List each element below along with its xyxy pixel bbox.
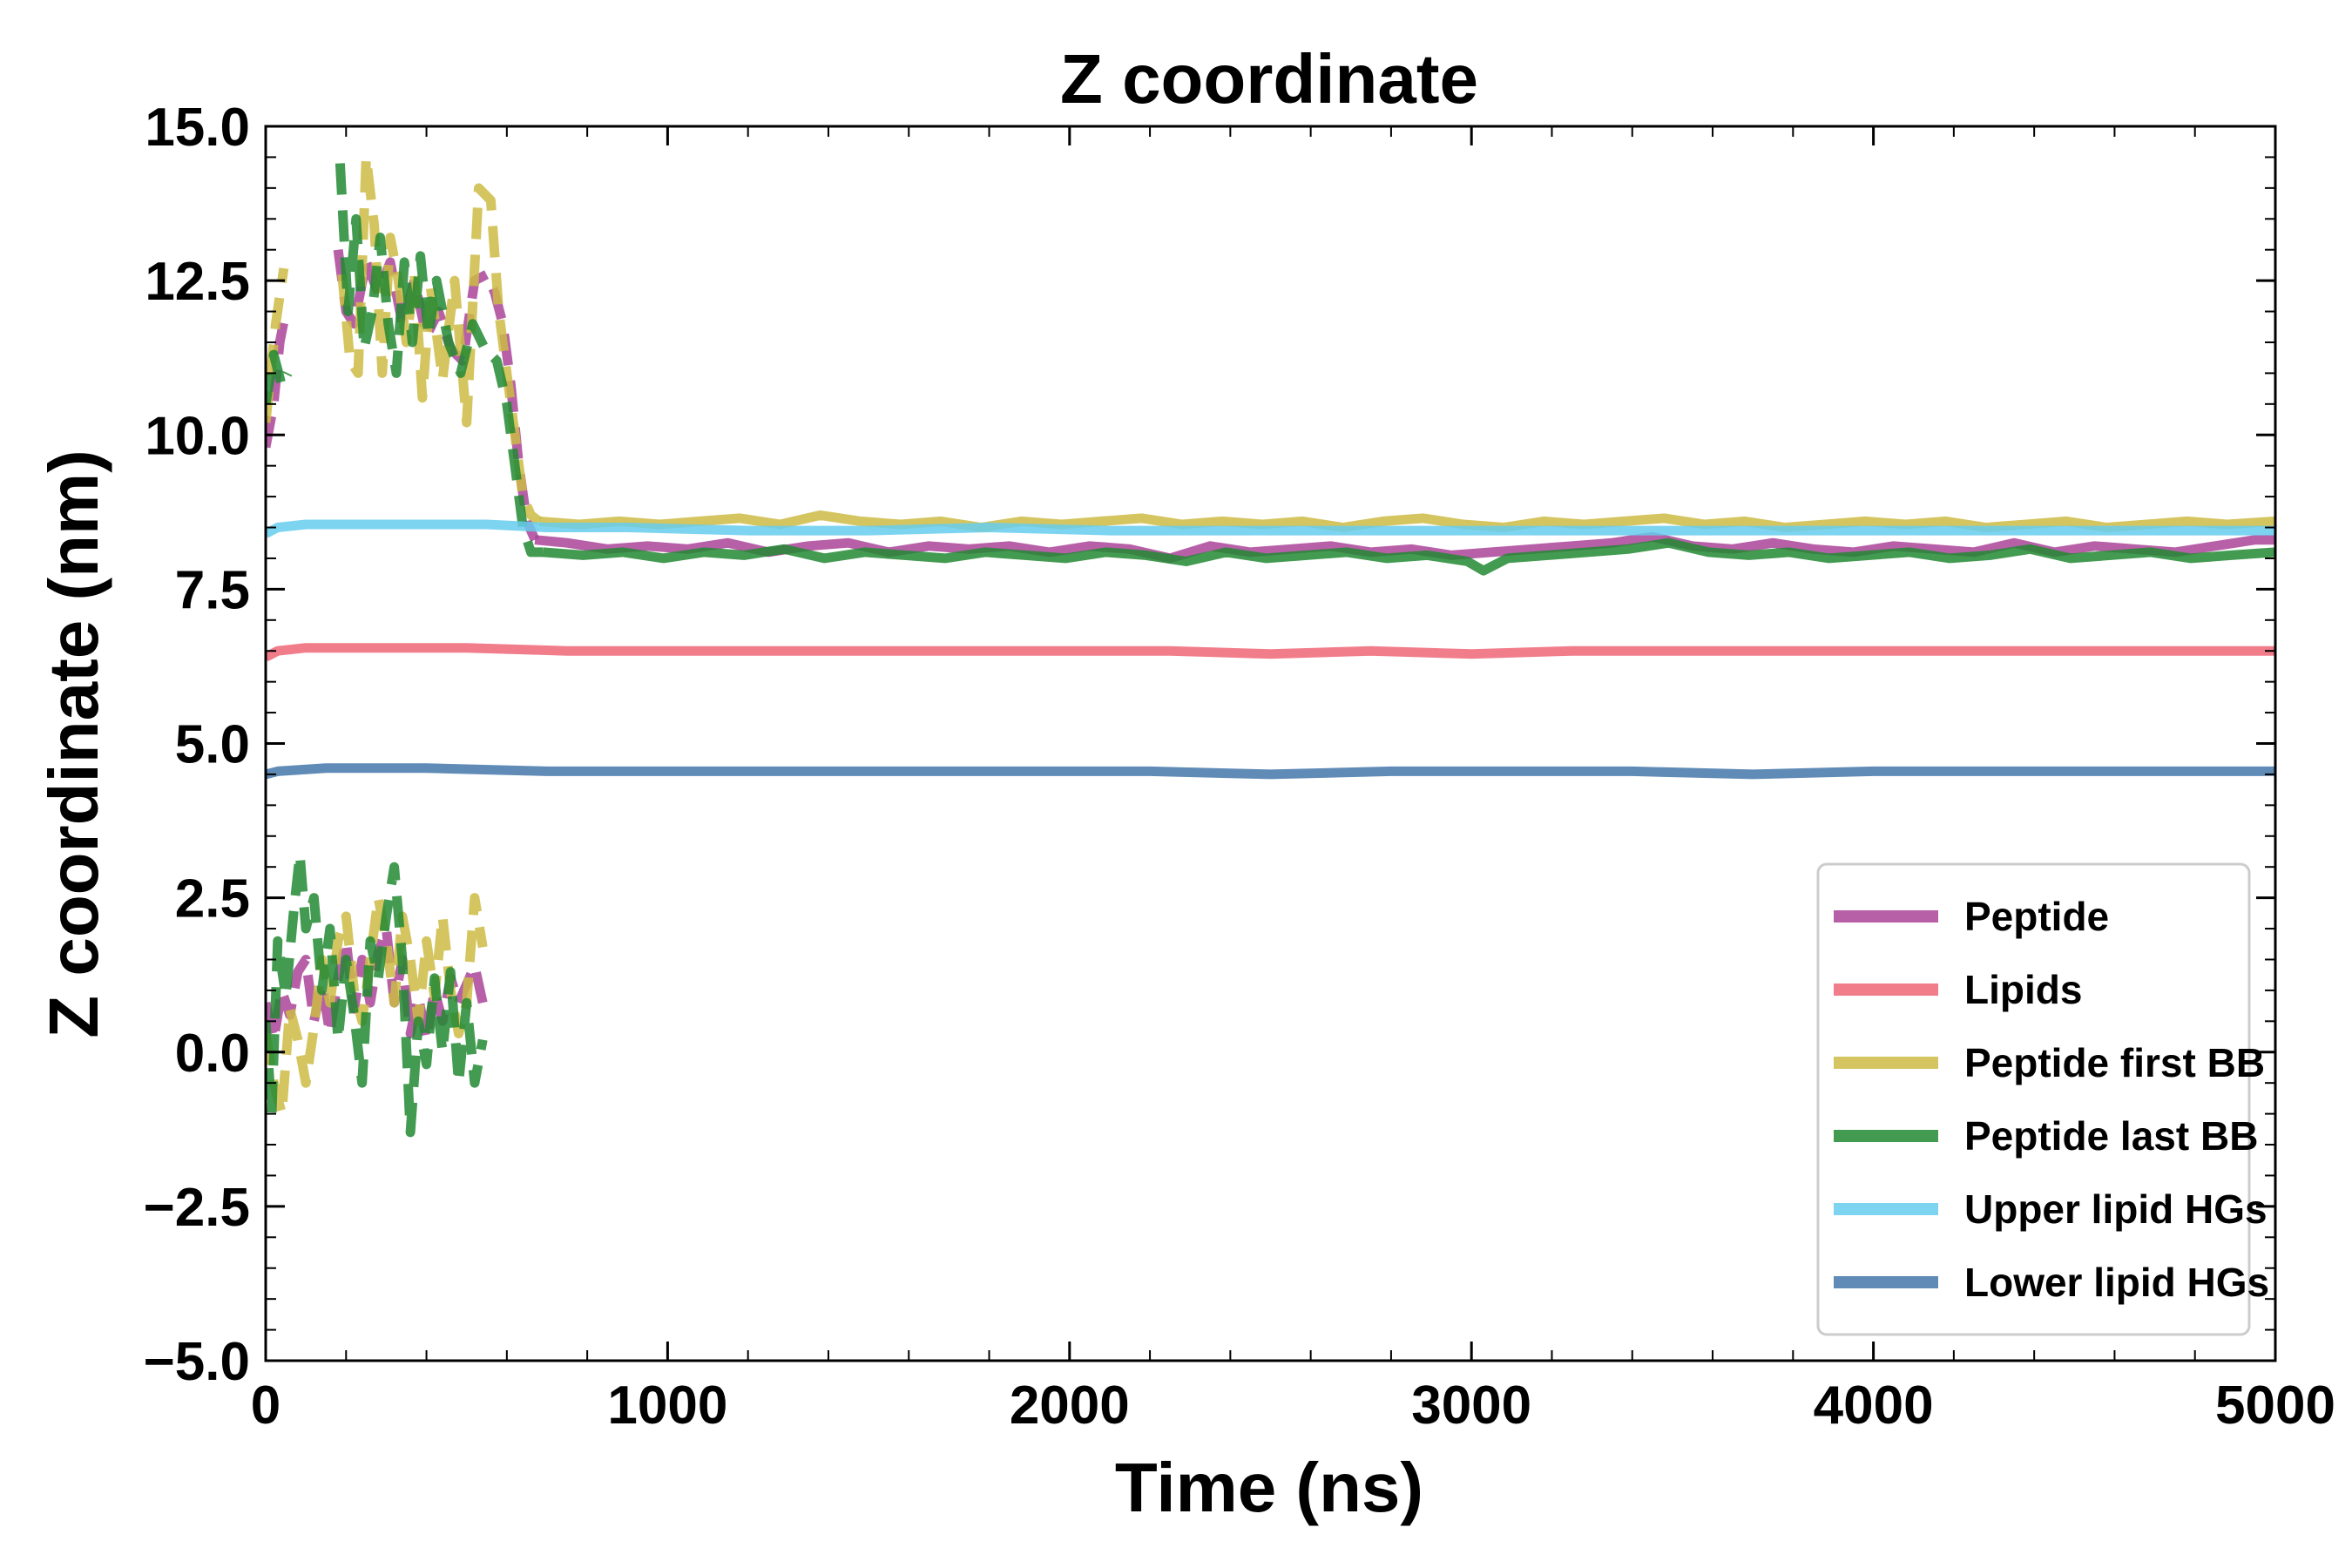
series-line-peptide-last-bb-0 [266,349,293,405]
x-tick-label: 5000 [2215,1375,2335,1436]
legend-label-peptide-first-bb: Peptide first BB [1964,1040,2265,1085]
ticks-layer: 0 1000 2000 3000 4000 5000 −5.0 −2.5 0.0 2.5 5.0 7.… [144,98,2335,1436]
series-line-peptide-last-bb-2 [542,537,2275,576]
chart-title: Z coordinate [1060,40,1478,118]
series-upper-lipid-hgs [266,519,2275,538]
series-line-peptide-1 [333,248,540,542]
series-line-peptide-first-bb-2 [538,510,2275,532]
series-peptide-last-bb [266,163,2275,1138]
series-line-lower-lipid-hgs-0 [266,763,2275,780]
y-tick-label: 15.0 [145,98,250,158]
y-tick-label: 7.5 [175,560,250,620]
legend: Peptide Lipids Peptide first BB Peptide las… [1816,862,2269,1336]
y-tick-label: 0.0 [175,1024,250,1084]
series-layer [266,152,2275,1138]
series-line-peptide-first-bb-1 [337,152,543,525]
legend-label-peptide-last-bb: Peptide last BB [1964,1113,2258,1159]
y-tick-label: 5.0 [175,715,250,775]
series-lipids [266,643,2275,662]
x-tick-label: 0 [251,1375,280,1436]
y-tick-label: 2.5 [175,869,250,929]
x-tick-label: 4000 [1814,1375,1934,1436]
series-line-lipids-0 [266,643,2275,662]
x-tick-label: 3000 [1411,1375,1531,1436]
series-line-peptide-first-bb-0 [266,267,289,423]
legend-label-lower-lipid-hgs: Lower lipid HGs [1964,1260,2269,1305]
series-line-upper-lipid-hgs-0 [266,519,2275,538]
x-tick-label: 2000 [1010,1375,1130,1436]
x-axis-label: Time (ns) [1115,1449,1423,1526]
legend-box [1816,862,2251,1336]
x-tick-label: 1000 [607,1375,727,1436]
y-tick-label: −5.0 [144,1332,250,1392]
series-line-peptide-last-bb-3 [266,849,488,1138]
series-line-peptide-last-bb-1 [335,163,544,558]
y-tick-label: −2.5 [144,1178,250,1238]
y-axis-label: Z coordinate (nm) [35,449,112,1038]
y-tick-label: 12.5 [145,252,250,312]
series-line-peptide-3 [266,923,488,1045]
legend-label-lipids: Lipids [1964,967,2082,1012]
legend-label-peptide: Peptide [1964,894,2109,939]
y-tick-label: 10.0 [145,406,250,466]
legend-label-upper-lipid-hgs: Upper lipid HGs [1964,1186,2268,1232]
series-line-peptide-first-bb-3 [266,893,488,1119]
series-lower-lipid-hgs [266,763,2275,780]
series-line-peptide-2 [534,531,2275,564]
